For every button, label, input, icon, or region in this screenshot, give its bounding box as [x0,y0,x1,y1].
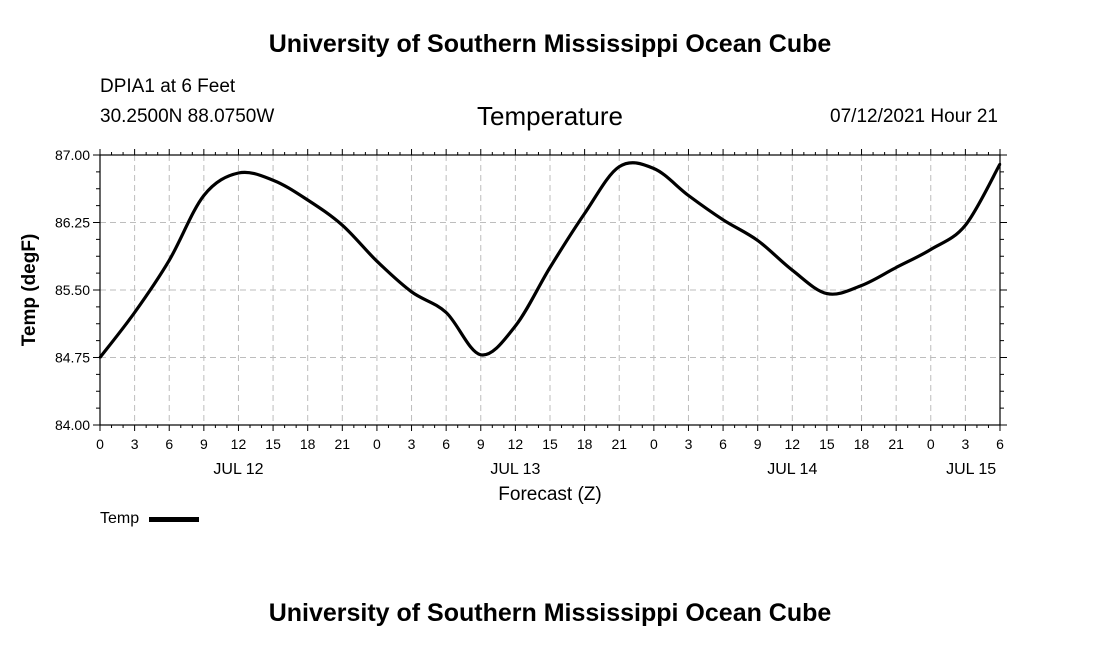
x-tick-label: 9 [477,436,485,452]
x-tick-label: 3 [408,436,416,452]
y-tick-label: 85.50 [55,282,90,298]
x-day-label: JUL 13 [490,461,540,478]
x-tick-label: 6 [442,436,450,452]
data-point-temp [583,212,586,215]
data-point-temp [894,266,898,269]
x-tick-label: 15 [265,436,281,452]
data-point-temp [168,259,171,262]
x-tick-label: 0 [373,436,381,452]
x-tick-label: 12 [231,436,247,452]
y-tick-label: 84.75 [55,350,90,366]
data-point-temp [756,239,759,242]
x-tick-label: 0 [650,436,658,452]
x-tick-label: 21 [335,436,351,452]
x-tick-label: 21 [611,436,627,452]
data-point-temp [375,260,379,263]
x-tick-label: 0 [927,436,935,452]
station-coordinates: 30.2500N 88.0750W [100,106,275,127]
data-point-temp [306,198,309,202]
station-label: DPIA1 at 6 Feet [100,76,236,97]
x-tick-label: 9 [754,436,762,452]
data-point-temp [341,224,344,227]
data-point-temp [548,266,552,269]
x-day-label: JUL 15 [946,461,996,478]
x-tick-label: 6 [996,436,1004,452]
x-tick-label: 15 [542,436,558,452]
footer-title: University of Southern Mississippi Ocean… [268,599,832,627]
data-point-temp [860,284,863,287]
legend-swatch-temp [149,516,200,522]
data-point-temp [929,248,932,251]
y-tick-label: 84.00 [55,417,90,433]
legend-label-temp: Temp [100,510,140,527]
data-point-temp [652,167,656,170]
x-tick-label: 3 [131,436,139,452]
data-point-temp [618,165,621,168]
x-tick-label: 6 [165,436,173,452]
x-tick-label: 18 [854,436,870,452]
data-point-temp [271,179,275,182]
legend: Temp [100,510,200,528]
x-tick-label: 12 [508,436,524,452]
y-tick-label: 87.00 [55,147,90,163]
forecast-timestamp: 07/12/2021 Hour 21 [830,106,998,127]
y-axis-title: Temp (degF) [19,234,40,347]
data-point-temp [410,290,413,293]
x-tick-label: 12 [785,436,801,452]
chart-title: Temperature [477,101,623,131]
data-point-temp [237,171,240,175]
data-point-temp [444,311,448,314]
x-day-label: JUL 14 [767,461,817,478]
y-tick-label: 86.25 [55,215,90,231]
data-point-temp [721,218,725,221]
data-point-temp [202,194,206,197]
header-title: University of Southern Mississippi Ocean… [268,30,832,58]
x-tick-label: 3 [685,436,693,452]
x-day-label: JUL 12 [213,461,263,478]
x-tick-label: 15 [819,436,835,452]
data-point-temp [998,162,1002,166]
data-point-temp [133,311,136,314]
x-tick-label: 21 [888,436,904,452]
x-axis-title: Forecast (Z) [498,484,601,505]
x-tick-label: 3 [961,436,969,452]
x-tick-label: 18 [300,436,316,452]
data-point-temp [514,324,517,328]
data-point-temp [791,269,794,272]
data-point-temp [479,353,482,356]
x-tick-label: 6 [719,436,727,452]
data-point-temp [687,194,690,197]
data-point-temp [98,356,102,359]
x-tick-label: 18 [577,436,593,452]
data-point-temp [964,224,967,227]
x-tick-label: 0 [96,436,104,452]
x-tick-label: 9 [200,436,208,452]
data-point-temp [825,292,829,295]
